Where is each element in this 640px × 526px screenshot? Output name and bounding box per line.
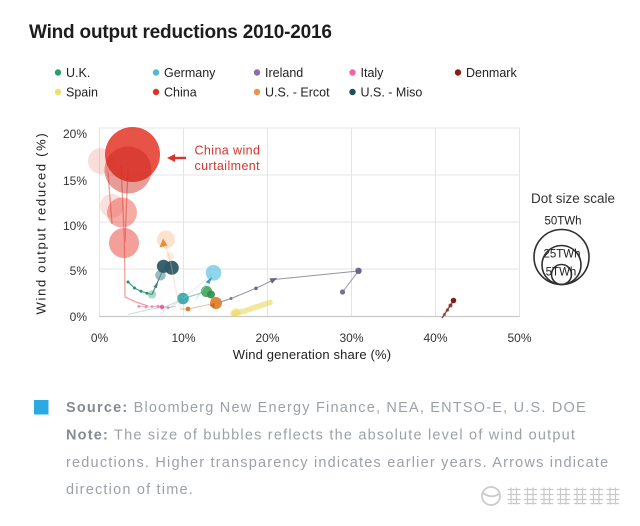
svg-text:5TWh: 5TWh [546,267,577,279]
svg-text:5%: 5% [70,264,88,278]
svg-text:U.S. - Miso: U.S. - Miso [361,86,423,100]
svg-text:Source: Bloomberg New Energy F: Source: Bloomberg New Energy Finance, NE… [66,400,587,416]
svg-text:China: China [164,86,197,100]
svg-text:20%: 20% [255,331,279,345]
svg-text:U.K.: U.K. [66,66,90,80]
svg-text:Wind output reduced (%): Wind output reduced (%) [34,132,49,315]
svg-text:40%: 40% [423,331,447,345]
svg-text:Wind output reductions 2010-20: Wind output reductions 2010-2016 [29,22,332,43]
svg-text:50%: 50% [507,331,531,345]
svg-text:China wind: China wind [195,144,261,158]
svg-text:reductions. Higher transparenc: reductions. Higher transparency indicate… [66,455,609,471]
svg-text:20%: 20% [63,127,87,141]
svg-text:Ireland: Ireland [265,66,303,80]
svg-text:30%: 30% [339,331,363,345]
svg-text:Germany: Germany [164,66,216,80]
svg-text:curtailment: curtailment [195,159,261,173]
svg-text:Note: The size of bubbles refl: Note: The size of bubbles reflects the a… [66,428,576,444]
svg-text:0%: 0% [91,331,109,345]
svg-text:Spain: Spain [66,86,98,100]
svg-text:15%: 15% [63,174,87,188]
svg-text:Wind generation share (%): Wind generation share (%) [233,347,391,362]
svg-text:U.S. - Ercot: U.S. - Ercot [265,86,330,100]
svg-text:10%: 10% [171,331,195,345]
svg-text:0%: 0% [70,310,88,324]
svg-text:Dot size scale: Dot size scale [531,191,615,206]
svg-text:10%: 10% [63,219,87,233]
svg-text:direction of time.: direction of time. [66,482,194,498]
svg-text:25TWh: 25TWh [543,249,580,261]
svg-text:50TWh: 50TWh [544,216,581,228]
svg-text:Denmark: Denmark [466,66,517,80]
svg-text:Italy: Italy [361,66,385,80]
